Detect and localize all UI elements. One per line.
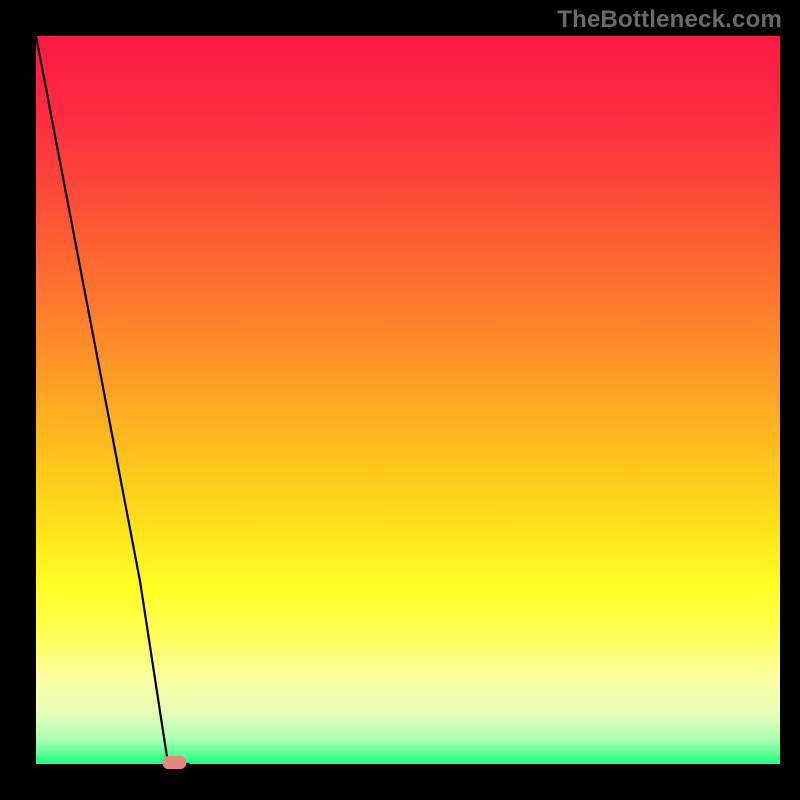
chart-frame: TheBottleneck.com	[0, 0, 800, 800]
minimum-marker	[162, 756, 186, 769]
watermark-text: TheBottleneck.com	[557, 6, 782, 34]
chart-background	[36, 36, 780, 764]
bottleneck-chart	[0, 0, 800, 800]
